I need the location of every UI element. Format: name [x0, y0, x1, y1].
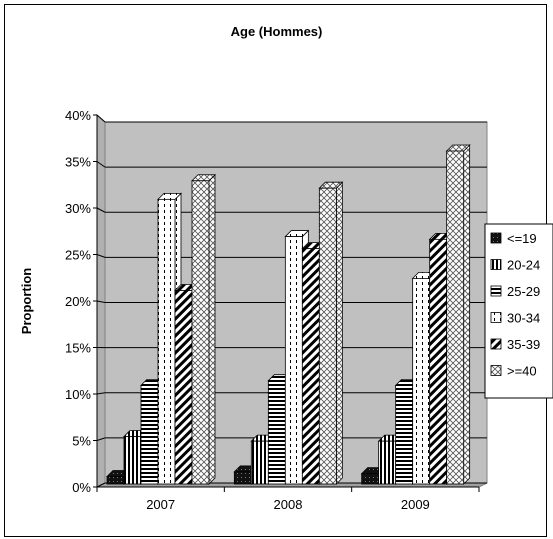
y-tick-label: 40% — [65, 108, 91, 123]
bar — [361, 473, 380, 485]
bar — [267, 380, 286, 485]
x-tick-label: 2009 — [401, 497, 430, 512]
bar — [123, 436, 142, 485]
bar — [446, 150, 465, 485]
bar — [140, 384, 159, 485]
legend-label: <=19 — [507, 231, 537, 246]
y-axis-title: Proportion — [19, 268, 34, 334]
gridline-side — [96, 207, 106, 213]
legend-box — [484, 223, 553, 399]
legend-swatch — [490, 232, 502, 244]
gridline-side — [96, 437, 106, 441]
legend-swatch — [490, 312, 502, 323]
bar — [106, 476, 125, 485]
legend-label: 20-24 — [507, 258, 540, 273]
legend-label: 25-29 — [507, 284, 540, 299]
bar — [429, 238, 448, 485]
bar — [301, 248, 320, 485]
bar — [395, 384, 414, 485]
bar-side — [208, 173, 216, 485]
legend-swatch — [490, 259, 502, 270]
y-tick-label: 5% — [72, 434, 91, 449]
bar — [250, 440, 269, 485]
gridline-side — [96, 300, 106, 303]
gridline-side — [96, 482, 106, 488]
gridline-side — [96, 161, 106, 168]
chart-title: Age (Hommes) — [230, 24, 323, 39]
bar — [284, 236, 303, 485]
legend-label: 35-39 — [507, 337, 540, 352]
y-tick-label: 35% — [65, 155, 91, 170]
y-tick-label: 15% — [65, 341, 91, 356]
bar — [157, 198, 176, 485]
legend-swatch — [490, 338, 502, 350]
bar — [233, 471, 252, 485]
bar — [318, 187, 337, 485]
bar-side — [463, 144, 471, 485]
legend-label: >=40 — [507, 364, 537, 379]
bar — [412, 277, 431, 485]
y-tick-label: 0% — [72, 480, 91, 495]
bar — [174, 290, 193, 485]
y-tick-label: 10% — [65, 387, 91, 402]
x-tick-label: 2007 — [146, 497, 175, 512]
legend-label: 30-34 — [507, 311, 540, 326]
bar — [191, 180, 210, 485]
legend-swatch — [490, 285, 502, 297]
bar-side — [335, 181, 343, 485]
gridline-side — [96, 114, 106, 123]
y-tick-label: 20% — [65, 294, 91, 309]
bar — [378, 440, 397, 485]
x-tick-label: 2008 — [274, 497, 303, 512]
gridline-side — [96, 254, 106, 258]
y-tick-label: 25% — [65, 248, 91, 263]
gridline-side — [96, 392, 106, 395]
legend-swatch — [490, 365, 502, 376]
y-tick-label: 30% — [65, 201, 91, 216]
